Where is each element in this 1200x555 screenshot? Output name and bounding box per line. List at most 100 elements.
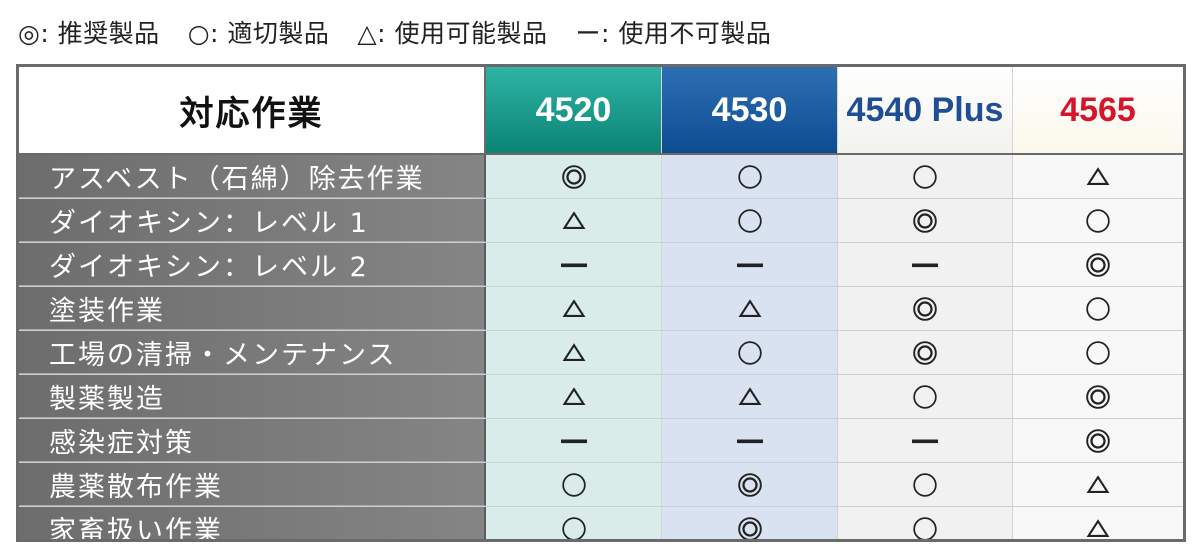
rating-cell-4530: [662, 331, 838, 374]
table-row: 感染症対策: [19, 419, 1183, 463]
rating-cell-4530: [662, 243, 838, 286]
table-row: 工場の清掃・メンテナンス: [19, 331, 1183, 375]
task-column-header: 対応作業: [19, 67, 486, 153]
legend-item-circle: ○: 適切製品: [188, 14, 330, 50]
legend: ◎: 推奨製品 ○: 適切製品 △: 使用可能製品 ー: 使用不可製品: [18, 14, 771, 50]
rating-cell-4520: [486, 287, 662, 330]
double-circle-icon: [737, 516, 762, 539]
rating-cell-4520: [486, 331, 662, 374]
rating-cell-4520: [486, 199, 662, 242]
table-row: アスベスト（石綿）除去作業: [19, 155, 1183, 199]
rating-cell-4565: [1013, 331, 1183, 374]
rating-cell-4520: [486, 507, 662, 539]
rating-cell-4565: [1013, 199, 1183, 242]
legend-label: ○: 適切製品: [187, 19, 330, 48]
task-label: 製薬製造: [19, 375, 486, 418]
table-row: 農薬散布作業: [19, 463, 1183, 507]
rating-cell-4565: [1013, 507, 1183, 539]
task-label: アスベスト（石綿）除去作業: [19, 155, 486, 198]
product-header-4565: 4565: [1013, 67, 1183, 153]
legend-label: ー: 使用不可製品: [575, 19, 772, 48]
dash-icon: [912, 439, 938, 443]
double-circle-icon: [561, 164, 586, 189]
task-label: 家畜扱い作業: [19, 507, 486, 539]
rating-cell-4520: [486, 243, 662, 286]
rating-cell-4540-plus: [838, 463, 1013, 506]
rating-cell-4540-plus: [838, 419, 1013, 462]
rating-cell-4530: [662, 287, 838, 330]
circle-icon: [1086, 340, 1110, 365]
rating-cell-4540-plus: [838, 287, 1013, 330]
dash-icon: [560, 439, 587, 443]
rating-cell-4565: [1013, 463, 1183, 506]
task-label: 工場の清掃・メンテナンス: [19, 331, 486, 374]
double-circle-icon: [737, 472, 762, 497]
rating-cell-4565: [1013, 155, 1183, 198]
circle-icon: [913, 472, 937, 497]
legend-item-triangle: △: 使用可能製品: [357, 14, 547, 50]
triangle-icon: [738, 298, 761, 317]
circle-icon: [1086, 208, 1110, 233]
rating-cell-4530: [662, 419, 838, 462]
table-row: ダイオキシン：レベル 1: [19, 199, 1183, 243]
rating-cell-4540-plus: [838, 199, 1013, 242]
table-row: ダイオキシン：レベル 2: [19, 243, 1183, 287]
task-label: 塗装作業: [19, 287, 486, 330]
double-circle-icon: [1086, 252, 1110, 277]
rating-cell-4530: [662, 507, 838, 539]
rating-cell-4565: [1013, 375, 1183, 418]
task-label: ダイオキシン：レベル 2: [19, 243, 486, 286]
legend-item-double-circle: ◎: 推奨製品: [18, 14, 160, 50]
triangle-icon: [1086, 518, 1110, 537]
double-circle-icon: [1086, 428, 1110, 453]
dash-icon: [736, 263, 763, 267]
dash-icon: [560, 263, 587, 267]
rating-cell-4530: [662, 155, 838, 198]
rating-cell-4565: [1013, 419, 1183, 462]
product-header-4520: 4520: [486, 67, 662, 153]
rating-cell-4520: [486, 155, 662, 198]
double-circle-icon: [1086, 384, 1110, 409]
circle-icon: [913, 164, 937, 189]
circle-icon: [1086, 296, 1110, 321]
legend-item-dash: ー: 使用不可製品: [575, 14, 771, 50]
task-label: ダイオキシン：レベル 1: [19, 199, 486, 242]
rating-cell-4540-plus: [838, 331, 1013, 374]
triangle-icon: [562, 386, 585, 405]
dash-icon: [912, 263, 938, 267]
double-circle-icon: [913, 208, 937, 233]
triangle-icon: [562, 342, 585, 361]
circle-icon: [737, 208, 762, 233]
compatibility-table: 対応作業 4520 4530 4540 Plus 4565 アスベスト（石綿）除…: [16, 64, 1186, 542]
dash-icon: [736, 439, 763, 443]
circle-icon: [737, 164, 762, 189]
rating-cell-4540-plus: [838, 375, 1013, 418]
circle-icon: [737, 340, 762, 365]
table-row: 製薬製造: [19, 375, 1183, 419]
table-header-row: 対応作業 4520 4530 4540 Plus 4565: [19, 67, 1183, 155]
triangle-icon: [1086, 474, 1110, 493]
rating-cell-4565: [1013, 287, 1183, 330]
product-header-4540-plus: 4540 Plus: [838, 67, 1013, 153]
table-row: 家畜扱い作業: [19, 507, 1183, 539]
rating-cell-4530: [662, 375, 838, 418]
rating-cell-4530: [662, 199, 838, 242]
circle-icon: [913, 516, 937, 539]
double-circle-icon: [913, 296, 937, 321]
circle-icon: [913, 384, 937, 409]
table-body: アスベスト（石綿）除去作業 ダイオキシン：レベル 1 ダイオキシン：レベル 2 塗装作…: [19, 155, 1183, 539]
triangle-icon: [562, 298, 585, 317]
product-header-4530: 4530: [662, 67, 838, 153]
triangle-icon: [738, 386, 761, 405]
task-label: 農薬散布作業: [19, 463, 486, 506]
rating-cell-4520: [486, 375, 662, 418]
triangle-icon: [1086, 166, 1110, 185]
table-row: 塗装作業: [19, 287, 1183, 331]
rating-cell-4540-plus: [838, 243, 1013, 286]
rating-cell-4540-plus: [838, 507, 1013, 539]
double-circle-icon: [913, 340, 937, 365]
rating-cell-4520: [486, 463, 662, 506]
rating-cell-4540-plus: [838, 155, 1013, 198]
legend-label: △: 使用可能製品: [357, 19, 548, 48]
circle-icon: [561, 516, 586, 539]
